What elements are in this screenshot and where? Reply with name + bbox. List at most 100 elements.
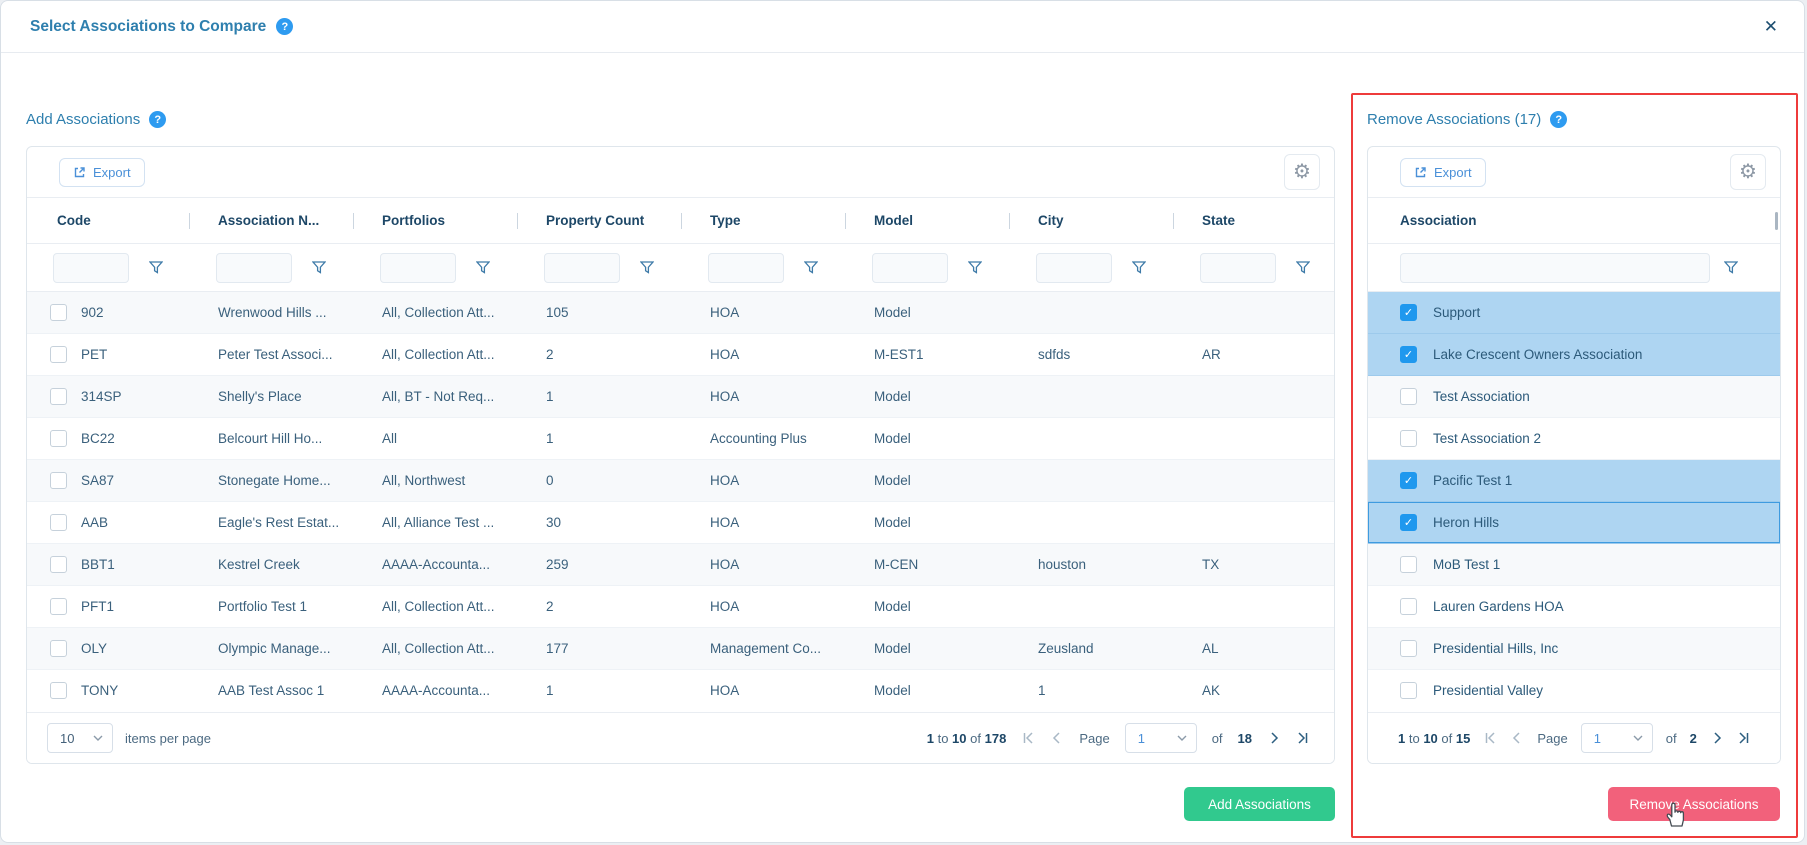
column-separator[interactable] (1173, 213, 1174, 229)
row-checkbox[interactable]: ✓ (1400, 472, 1417, 489)
row-checkbox[interactable]: ✓ (1400, 346, 1417, 363)
row-checkbox[interactable] (50, 430, 67, 447)
page-select[interactable]: 1 (1124, 723, 1197, 753)
column-header[interactable]: Code (27, 198, 190, 243)
filter-input[interactable] (216, 252, 292, 283)
table-row[interactable]: PFT1 Portfolio Test 1 All, Collection At… (27, 586, 1334, 628)
association-row[interactable]: Test Association 2 (1368, 418, 1780, 460)
remove-table-toolbar: Export ⚙ (1368, 147, 1780, 198)
row-checkbox[interactable]: ✓ (1400, 514, 1417, 531)
row-checkbox[interactable] (50, 598, 67, 615)
add-associations-button[interactable]: Add Associations (1184, 787, 1335, 821)
association-row[interactable]: Presidential Hills, Inc (1368, 628, 1780, 670)
filter-input[interactable] (53, 252, 129, 283)
filter-input[interactable] (1036, 252, 1112, 283)
page-select[interactable]: 1 (1580, 723, 1653, 753)
filter-input[interactable] (708, 252, 784, 283)
table-row[interactable]: OLY Olympic Manage... All, Collection At… (27, 628, 1334, 670)
column-separator[interactable] (845, 213, 846, 229)
column-header[interactable]: Portfolios (354, 198, 518, 243)
gear-icon[interactable]: ⚙ (1730, 154, 1766, 190)
filter-input[interactable] (872, 252, 948, 283)
column-header[interactable]: City (1010, 198, 1174, 243)
filter-icon[interactable] (968, 261, 982, 274)
filter-input[interactable] (380, 252, 456, 283)
row-checkbox[interactable] (1400, 640, 1417, 657)
filter-icon[interactable] (1724, 261, 1738, 274)
row-checkbox[interactable] (1400, 388, 1417, 405)
filter-icon[interactable] (1296, 261, 1310, 274)
association-row[interactable]: MoB Test 1 (1368, 544, 1780, 586)
association-row[interactable]: Lauren Gardens HOA (1368, 586, 1780, 628)
row-checkbox[interactable] (50, 346, 67, 363)
table-row[interactable]: PET Peter Test Associ... All, Collection… (27, 334, 1334, 376)
export-button[interactable]: Export (1400, 157, 1486, 187)
first-page-icon[interactable] (1021, 731, 1035, 745)
association-row[interactable]: ✓ Heron Hills (1368, 502, 1780, 544)
filter-icon[interactable] (312, 261, 326, 274)
help-icon[interactable]: ? (149, 111, 167, 128)
chevron-down-icon (1633, 735, 1643, 741)
column-separator[interactable] (1009, 213, 1010, 229)
filter-icon[interactable] (640, 261, 654, 274)
column-header[interactable]: State (1174, 198, 1334, 243)
last-page-icon[interactable] (1737, 731, 1751, 745)
remove-associations-button[interactable]: Remove Associations (1608, 787, 1780, 821)
prev-page-icon[interactable] (1510, 731, 1524, 745)
table-row[interactable]: AAB Eagle's Rest Estat... All, Alliance … (27, 502, 1334, 544)
column-header[interactable]: Association N... (190, 198, 354, 243)
table-row[interactable]: 902 Wrenwood Hills ... All, Collection A… (27, 292, 1334, 334)
column-separator[interactable] (681, 213, 682, 229)
filter-icon[interactable] (476, 261, 490, 274)
help-icon[interactable]: ? (1550, 111, 1568, 128)
scrollbar-handle[interactable] (1775, 212, 1778, 230)
association-row[interactable]: ✓ Pacific Test 1 (1368, 460, 1780, 502)
row-checkbox[interactable] (50, 388, 67, 405)
row-checkbox[interactable] (50, 514, 67, 531)
row-checkbox[interactable]: ✓ (1400, 304, 1417, 321)
row-checkbox[interactable] (50, 304, 67, 321)
table-row[interactable]: BC22 Belcourt Hill Ho... All 1 Accountin… (27, 418, 1334, 460)
column-separator[interactable] (353, 213, 354, 229)
next-page-icon[interactable] (1267, 731, 1281, 745)
first-page-icon[interactable] (1483, 731, 1497, 745)
page-size-select[interactable]: 10 (47, 723, 113, 753)
filter-icon[interactable] (1132, 261, 1146, 274)
last-page-icon[interactable] (1296, 731, 1310, 745)
association-column-header[interactable]: Association (1400, 213, 1477, 228)
association-row[interactable]: ✓ Support (1368, 292, 1780, 334)
association-row[interactable]: Test Association (1368, 376, 1780, 418)
next-page-icon[interactable] (1710, 731, 1724, 745)
cell-portfolios: AAAA-Accounta... (382, 683, 491, 698)
help-icon[interactable]: ? (276, 18, 294, 35)
filter-input[interactable] (544, 252, 620, 283)
row-checkbox[interactable] (50, 682, 67, 699)
filter-icon[interactable] (804, 261, 818, 274)
table-row[interactable]: BBT1 Kestrel Creek AAAA-Accounta... 259 … (27, 544, 1334, 586)
row-checkbox[interactable] (1400, 430, 1417, 447)
association-row[interactable]: ✓ Lake Crescent Owners Association (1368, 334, 1780, 376)
table-row[interactable]: TONY AAB Test Assoc 1 AAAA-Accounta... 1… (27, 670, 1334, 712)
row-checkbox[interactable] (50, 640, 67, 657)
column-header[interactable]: Property Count (518, 198, 682, 243)
column-separator[interactable] (189, 213, 190, 229)
filter-input[interactable] (1400, 252, 1710, 283)
filter-input[interactable] (1200, 252, 1276, 283)
column-header[interactable]: Model (846, 198, 1010, 243)
row-checkbox[interactable] (1400, 556, 1417, 573)
filter-icon[interactable] (149, 261, 163, 274)
row-checkbox[interactable] (1400, 598, 1417, 615)
close-icon[interactable]: ✕ (1763, 16, 1778, 36)
export-button[interactable]: Export (59, 157, 145, 187)
association-row[interactable]: Presidential Valley (1368, 670, 1780, 712)
column-separator[interactable] (517, 213, 518, 229)
row-checkbox[interactable] (1400, 682, 1417, 699)
row-checkbox[interactable] (50, 556, 67, 573)
gear-icon[interactable]: ⚙ (1284, 154, 1320, 190)
table-row[interactable]: SA87 Stonegate Home... All, Northwest 0 … (27, 460, 1334, 502)
row-checkbox[interactable] (50, 472, 67, 489)
prev-page-icon[interactable] (1050, 731, 1064, 745)
total-pages: 18 (1237, 730, 1252, 746)
table-row[interactable]: 314SP Shelly's Place All, BT - Not Req..… (27, 376, 1334, 418)
column-header[interactable]: Type (682, 198, 846, 243)
